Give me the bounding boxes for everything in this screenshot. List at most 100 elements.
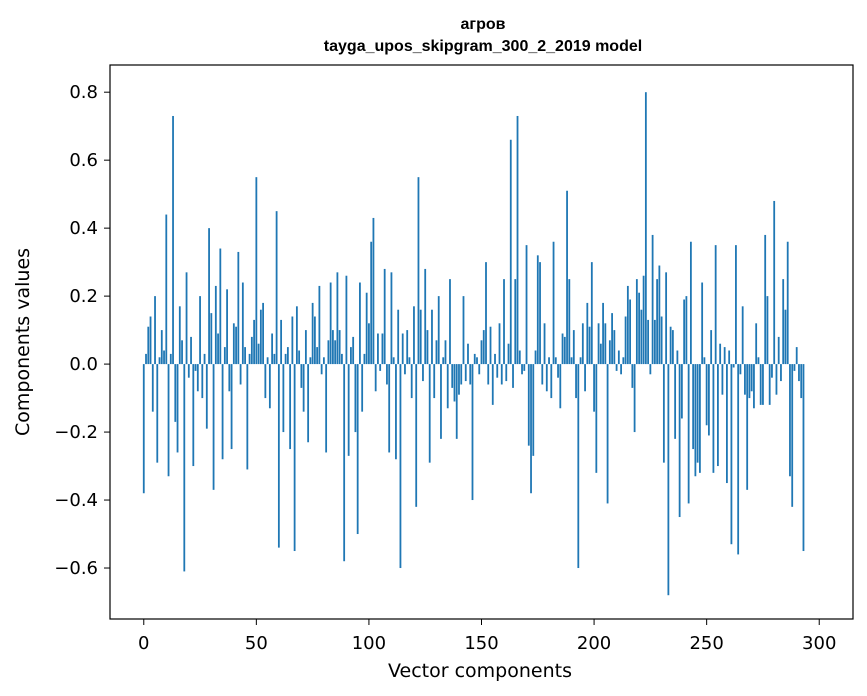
bar-162: [507, 343, 510, 365]
bar-262: [732, 364, 735, 368]
bar-258: [723, 347, 726, 365]
bar-30: [210, 313, 213, 365]
bar-269: [748, 364, 751, 399]
bar-168: [521, 364, 523, 375]
bar-215: [626, 285, 629, 365]
bar-253: [712, 364, 715, 473]
bar-0: [142, 364, 145, 494]
bar-42: [237, 251, 240, 365]
bar-48: [250, 336, 253, 365]
y-axis: −0.6 −0.4 −0.2 0.0 0.2 0.4 0.6 0.8: [54, 82, 110, 579]
bar-238: [678, 364, 681, 518]
bar-248: [701, 282, 704, 365]
bar-37: [226, 289, 228, 365]
bar-254: [714, 245, 717, 365]
bar-160: [503, 279, 505, 365]
bar-264: [737, 364, 740, 555]
bar-212: [620, 364, 622, 375]
bar-117: [406, 330, 409, 365]
x-axis-label: Vector components: [388, 660, 572, 682]
bar-104: [377, 333, 379, 365]
bar-67: [293, 364, 296, 552]
bar-26: [201, 364, 204, 399]
bar-270: [750, 364, 753, 392]
bar-217: [631, 364, 634, 388]
bar-277: [766, 296, 769, 365]
bar-39: [230, 364, 233, 450]
bar-157: [496, 364, 499, 378]
bar-200: [593, 364, 595, 412]
bar-242: [687, 364, 690, 504]
bar-54: [264, 364, 267, 399]
bar-257: [721, 364, 724, 395]
y-tick-label: −0.6: [54, 558, 98, 579]
bar-280: [773, 200, 776, 365]
bar-109: [388, 364, 391, 453]
bar-229: [658, 265, 661, 365]
bar-234: [669, 326, 672, 365]
bar-112: [395, 364, 397, 460]
bar-32: [214, 285, 217, 365]
bar-210: [615, 364, 618, 371]
bar-79: [320, 364, 323, 375]
bar-111: [392, 357, 395, 365]
bar-41: [235, 326, 237, 365]
bar-19: [185, 272, 188, 365]
bar-147: [473, 353, 476, 365]
bar-77: [316, 347, 319, 365]
bar-144: [467, 343, 469, 365]
bar-70: [300, 364, 303, 388]
bar-220: [638, 292, 641, 365]
bar-20: [187, 364, 190, 378]
bar-6: [156, 364, 159, 463]
y-tick-label: −0.2: [54, 422, 98, 443]
bar-278: [768, 364, 771, 405]
bar-175: [536, 255, 539, 365]
bar-243: [689, 241, 692, 365]
bar-51: [257, 343, 260, 365]
bar-158: [498, 323, 501, 365]
bar-148: [476, 357, 478, 365]
bar-247: [699, 364, 701, 473]
bar-150: [480, 340, 483, 365]
bar-226: [651, 234, 654, 365]
chart-title-line2: tayga_upos_skipgram_300_2_2019 model: [324, 38, 642, 55]
bar-33: [217, 333, 219, 365]
bar-103: [374, 364, 377, 392]
bar-152: [485, 262, 487, 365]
bar-96: [359, 282, 361, 365]
bar-186: [561, 333, 564, 365]
bar-52: [259, 309, 262, 365]
bar-252: [710, 330, 713, 365]
chart-title-line1: агров: [461, 16, 506, 33]
bar-92: [350, 347, 352, 365]
bar-292: [800, 364, 803, 399]
bar-195: [581, 323, 584, 365]
bar-84: [332, 330, 334, 365]
bar-143: [464, 364, 467, 382]
bar-287: [789, 364, 791, 477]
bar-246: [696, 364, 699, 463]
bar-75: [311, 302, 314, 365]
bar-283: [780, 364, 782, 382]
bar-225: [649, 364, 652, 375]
bar-230: [660, 316, 663, 365]
bar-228: [656, 279, 659, 365]
bar-256: [719, 343, 722, 365]
bar-124: [422, 364, 424, 382]
bar-191: [572, 330, 575, 365]
bar-206: [606, 364, 609, 504]
bar-198: [588, 326, 591, 365]
x-tick-label: 150: [464, 633, 498, 654]
bar-34: [219, 248, 222, 365]
bar-190: [570, 357, 573, 365]
bar-16: [178, 306, 181, 365]
bar-28: [205, 364, 208, 429]
bar-138: [453, 364, 456, 402]
bar-4: [151, 364, 154, 412]
bar-172: [530, 364, 532, 494]
bar-250: [705, 364, 708, 426]
x-tick-label: 100: [352, 633, 386, 654]
bar-90: [345, 275, 348, 365]
